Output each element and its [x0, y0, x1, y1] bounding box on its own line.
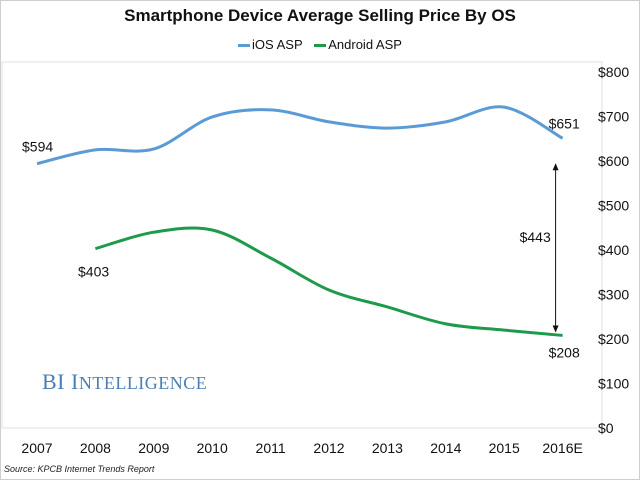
x-tick-label: 2016E — [542, 440, 582, 456]
legend: iOS ASP Android ASP — [0, 37, 640, 52]
y-tick-label: $400 — [598, 242, 629, 258]
x-tick-label: 2013 — [372, 440, 403, 456]
gap-arrow-head-down — [552, 325, 559, 333]
y-tick-label: $700 — [598, 109, 629, 125]
series-line-android — [94, 226, 563, 337]
y-tick-label: $500 — [598, 198, 629, 214]
series-line-ios — [36, 105, 564, 166]
legend-item-ios: iOS ASP — [238, 37, 303, 52]
y-tick-label: $300 — [598, 287, 629, 303]
legend-label-android: Android ASP — [328, 37, 402, 52]
legend-swatch-android — [314, 44, 327, 48]
plot-border — [1, 61, 603, 429]
x-tick-label: 2007 — [21, 440, 52, 456]
x-tick-label: 2015 — [489, 440, 520, 456]
annotation-ios-start: $594 — [22, 139, 53, 155]
y-tick-label: $800 — [598, 64, 629, 80]
annotation-android-start: $403 — [78, 264, 109, 280]
x-tick-label: 2012 — [313, 440, 344, 456]
bi-intelligence-logo: BI INTELLIGENCE — [42, 369, 208, 394]
y-tick-label: $200 — [598, 331, 629, 347]
chart-title: Smartphone Device Average Selling Price … — [124, 6, 516, 25]
y-tick-label: $600 — [598, 153, 629, 169]
x-tick-label: 2009 — [138, 440, 169, 456]
source-note: Source: KPCB Internet Trends Report — [4, 464, 155, 474]
legend-item-android: Android ASP — [314, 37, 402, 52]
x-tick-label: 2008 — [80, 440, 111, 456]
gap-arrow-head-up — [552, 163, 559, 171]
x-tick-label: 2014 — [430, 440, 461, 456]
legend-label-ios: iOS ASP — [252, 37, 303, 52]
annotation-ios-end: $651 — [549, 115, 580, 131]
annotation-gap: $443 — [520, 229, 551, 245]
y-tick-label: $100 — [598, 376, 629, 392]
y-tick-label: $0 — [598, 420, 614, 436]
x-tick-label: 2011 — [256, 440, 286, 456]
legend-swatch-ios — [238, 44, 251, 48]
x-tick-label: 2010 — [197, 440, 228, 456]
annotation-android-end: $208 — [549, 344, 580, 360]
